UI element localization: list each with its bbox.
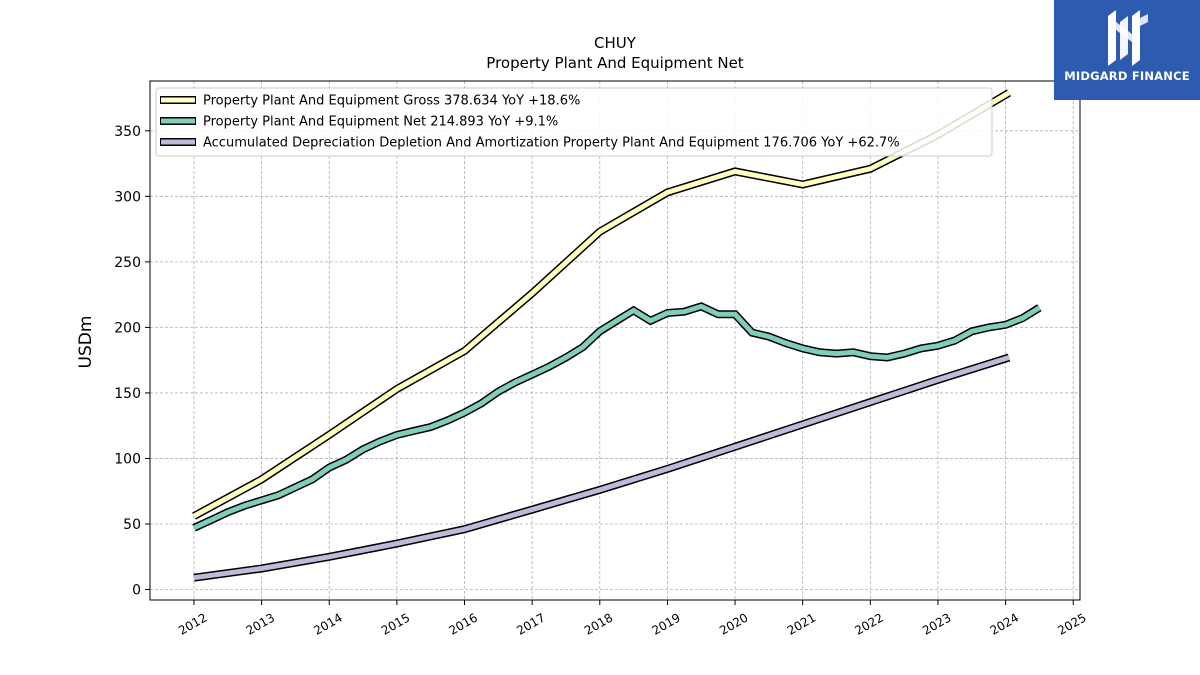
x-tick-label: 2023 bbox=[920, 610, 953, 637]
series-lines bbox=[192, 89, 1042, 582]
y-tick-label: 0 bbox=[132, 583, 141, 599]
midgard-logo-icon bbox=[1108, 10, 1148, 66]
y-tick-label: 100 bbox=[114, 451, 141, 467]
axes bbox=[145, 80, 1081, 605]
series-line bbox=[193, 355, 1010, 581]
series-line bbox=[192, 90, 1011, 519]
x-tick-label: 2012 bbox=[176, 610, 209, 637]
x-tick-label: 2021 bbox=[785, 610, 818, 637]
series-line bbox=[192, 303, 1041, 531]
y-tick-label: 50 bbox=[123, 517, 141, 533]
legend: Property Plant And Equipment Gross 378.6… bbox=[155, 87, 993, 157]
chart-subtitle: Property Plant And Equipment Net bbox=[486, 54, 743, 72]
x-tick-label: 2024 bbox=[988, 610, 1021, 637]
x-tick-label: 2018 bbox=[582, 610, 615, 637]
x-tick-label: 2013 bbox=[244, 610, 277, 637]
legend-label: Accumulated Depreciation Depletion And A… bbox=[203, 136, 900, 151]
logo-text: MIDGARD FINANCE bbox=[1064, 69, 1190, 83]
x-tick-label: 2015 bbox=[379, 610, 412, 637]
x-tick-label: 2016 bbox=[447, 610, 480, 637]
y-tick-label: 250 bbox=[114, 255, 141, 271]
x-tick-label: 2014 bbox=[311, 610, 344, 637]
x-tick-label: 2017 bbox=[514, 610, 547, 637]
y-tick-label: 200 bbox=[114, 320, 141, 336]
legend-label: Property Plant And Equipment Net 214.893… bbox=[203, 115, 558, 130]
y-tick-label: 350 bbox=[114, 124, 141, 140]
chart-title: CHUY bbox=[594, 34, 637, 52]
y-tick-label: 300 bbox=[114, 189, 141, 205]
y-axis-label: USDm bbox=[76, 316, 96, 369]
plot-frame bbox=[149, 80, 1081, 601]
midgard-finance-logo: MIDGARD FINANCE bbox=[1054, 0, 1200, 100]
x-tick-label: 2019 bbox=[649, 610, 682, 637]
x-tick-label: 2022 bbox=[852, 610, 885, 637]
legend-label: Property Plant And Equipment Gross 378.6… bbox=[203, 94, 580, 109]
grid-lines bbox=[150, 81, 1080, 600]
x-tick-label: 2020 bbox=[717, 610, 750, 637]
y-tick-label: 150 bbox=[114, 386, 141, 402]
series-outline bbox=[193, 353, 1011, 582]
x-tick-label: 2025 bbox=[1055, 610, 1088, 637]
series-outline bbox=[192, 302, 1042, 532]
legend-box bbox=[155, 87, 993, 157]
